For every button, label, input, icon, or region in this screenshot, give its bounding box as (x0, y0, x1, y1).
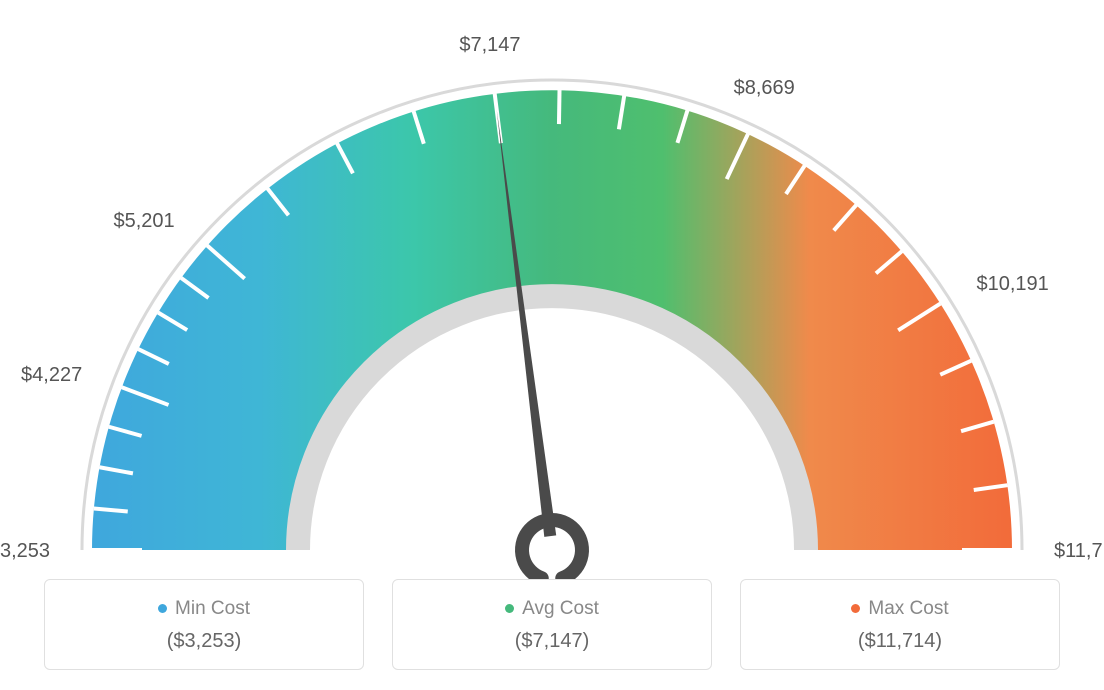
legend-card-avg: Avg Cost ($7,147) (392, 579, 712, 670)
legend-value: ($7,147) (403, 630, 701, 653)
gauge-tick-label: $7,147 (459, 34, 520, 57)
legend-title-text: Min Cost (175, 598, 250, 619)
legend-value: ($3,253) (55, 630, 353, 653)
legend-value: ($11,714) (751, 630, 1049, 653)
legend-title: Min Cost (55, 598, 353, 620)
legend-title: Avg Cost (403, 598, 701, 620)
gauge-tick-label: $3,253 (0, 540, 50, 563)
legend-card-max: Max Cost ($11,714) (740, 579, 1060, 670)
gauge-svg (0, 30, 1104, 600)
legend-title: Max Cost (751, 598, 1049, 620)
gauge-tick-label: $5,201 (114, 210, 175, 233)
gauge-tick-label: $11,714 (1054, 540, 1104, 563)
legend-dot-min (158, 604, 167, 613)
legend-title-text: Avg Cost (522, 598, 599, 619)
gauge-tick-label: $4,227 (21, 364, 82, 387)
legend-dot-max (851, 604, 860, 613)
legend-title-text: Max Cost (868, 598, 948, 619)
legend-dot-avg (505, 604, 514, 613)
legend-row: Min Cost ($3,253) Avg Cost ($7,147) Max … (44, 579, 1060, 670)
legend-card-min: Min Cost ($3,253) (44, 579, 364, 670)
gauge-tick-label: $8,669 (734, 77, 795, 100)
gauge-chart: $3,253 $4,227 $5,201 $7,147 $8,669 $10,191 $11… (0, 0, 1104, 560)
gauge-tick-label: $10,191 (976, 273, 1048, 296)
